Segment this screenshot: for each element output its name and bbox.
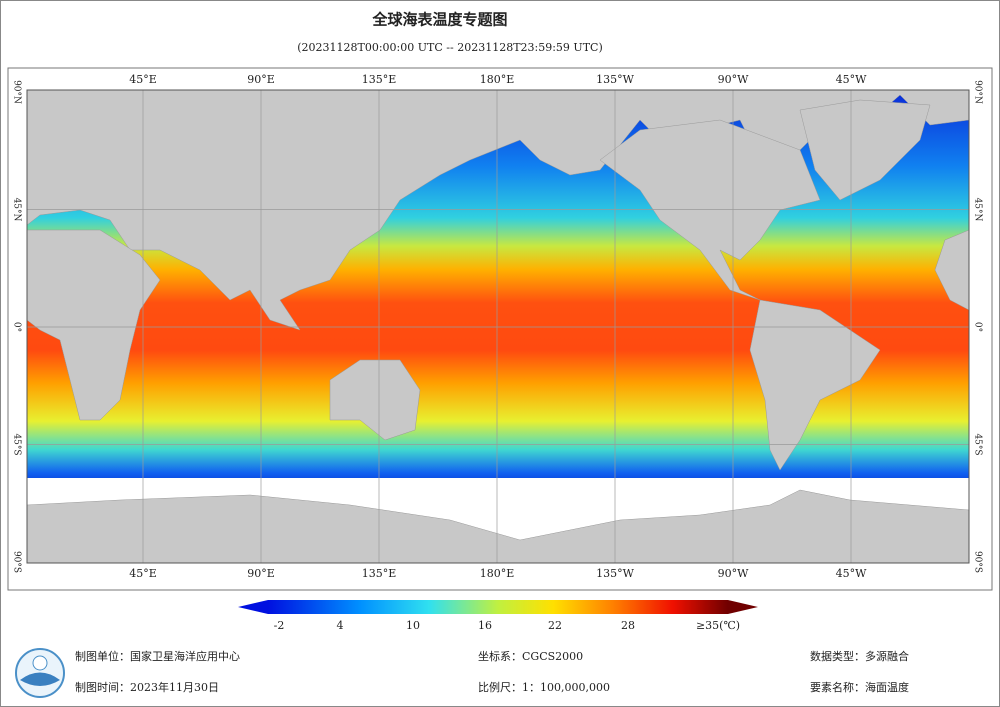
footer-element: 要素名称：海面温度 <box>810 680 909 694</box>
lon-label-top: 135°W <box>596 73 634 86</box>
lon-label-bottom: 90°W <box>718 567 749 580</box>
colorbar-label: 10 <box>406 619 420 632</box>
title: 全球海表温度专题图 <box>371 11 507 29</box>
lat-label-left: 45°S <box>12 433 22 455</box>
colorbar-label: 4 <box>337 619 344 632</box>
land <box>26 89 970 564</box>
lon-label-top: 45°W <box>836 73 867 86</box>
colorbar-label: 22 <box>548 619 562 632</box>
lon-label-bottom: 135°W <box>596 567 634 580</box>
colorbar-label: -2 <box>274 619 285 632</box>
lon-label-top: 90°W <box>718 73 749 86</box>
lat-label-right: 0° <box>973 322 983 332</box>
lon-label-top: 180°E <box>480 73 515 86</box>
lon-label-bottom: 180°E <box>480 567 515 580</box>
lat-label-left: 0° <box>12 322 22 332</box>
lon-label-top: 45°E <box>129 73 157 86</box>
footer-unit: 制图单位：国家卫星海洋应用中心 <box>75 649 240 663</box>
lat-label-right: 90°S <box>973 551 983 573</box>
lon-label-bottom: 45°E <box>129 567 157 580</box>
footer-crs: 坐标系：CGCS2000 <box>478 649 583 663</box>
colorbar <box>268 600 728 614</box>
colorbar-label: 28 <box>621 619 635 632</box>
colorbar-label: ≥35(℃) <box>696 619 740 632</box>
colorbar-low-arrow <box>238 600 268 614</box>
lat-label-right: 45°N <box>973 198 983 222</box>
colorbar-high-arrow <box>728 600 758 614</box>
footer-data-type: 数据类型：多源融合 <box>810 649 909 663</box>
lon-label-bottom: 135°E <box>362 567 397 580</box>
footer-scale: 比例尺：1：100,000,000 <box>478 680 610 694</box>
lat-label-left: 90°N <box>12 80 22 104</box>
lon-label-top: 90°E <box>247 73 275 86</box>
lon-label-bottom: 45°W <box>836 567 867 580</box>
lat-label-left: 90°S <box>12 551 22 573</box>
subtitle: (20231128T00:00:00 UTC -- 20231128T23:59… <box>297 41 603 54</box>
lon-label-top: 135°E <box>362 73 397 86</box>
lon-label-bottom: 90°E <box>247 567 275 580</box>
footer-date: 制图时间：2023年11月30日 <box>75 680 219 694</box>
lat-label-right: 90°N <box>973 80 983 104</box>
map-border <box>26 89 970 564</box>
lat-label-right: 45°S <box>973 433 983 455</box>
logo <box>15 648 65 698</box>
colorbar-label: 16 <box>478 619 492 632</box>
lat-label-left: 45°N <box>12 198 22 222</box>
